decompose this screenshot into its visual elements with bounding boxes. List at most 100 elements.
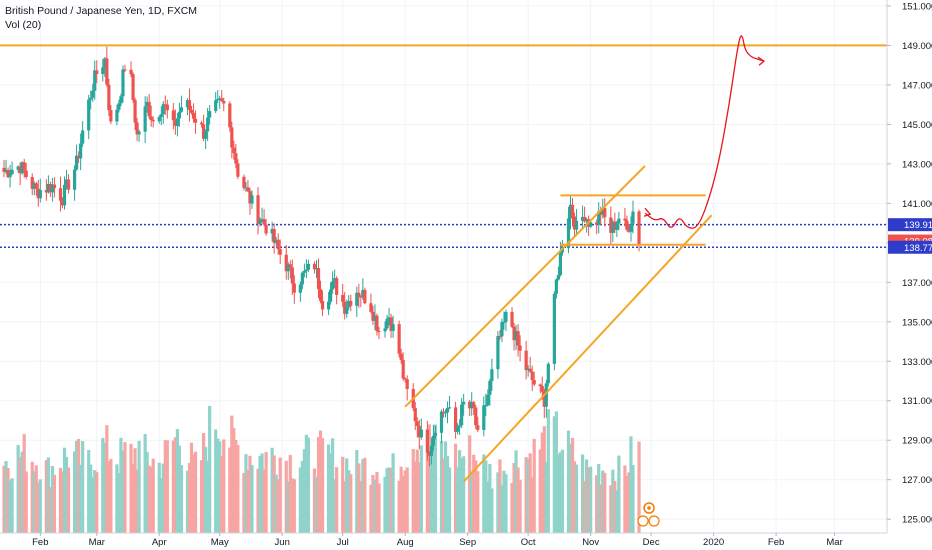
candle-body	[617, 218, 621, 224]
volume-bar	[62, 447, 67, 533]
time-tick-label: Mar	[89, 537, 105, 548]
volume-bar	[318, 430, 323, 533]
candle-body	[601, 207, 605, 215]
candle-body	[546, 363, 550, 384]
candle-body	[290, 267, 294, 284]
candle-body	[8, 174, 12, 178]
volume-bar	[306, 437, 311, 533]
time-tick-label: Oct	[521, 537, 536, 548]
candle-body	[10, 169, 14, 175]
volume-bar	[484, 460, 488, 533]
volume-bar	[482, 454, 486, 533]
candle-body	[117, 103, 121, 110]
candle-body	[250, 195, 254, 204]
volume-bar	[472, 454, 476, 533]
volume-bar	[617, 455, 621, 533]
volume-bar	[486, 481, 490, 533]
candle-body	[510, 311, 514, 327]
volume-bar	[18, 457, 22, 533]
candle-body	[417, 425, 421, 438]
time-axis-bg	[0, 533, 932, 550]
volume-bar	[246, 470, 250, 533]
volume-bar	[502, 470, 506, 533]
volume-bar	[60, 471, 65, 533]
volume-bar	[258, 455, 262, 533]
candle-body	[583, 216, 587, 222]
candle-body	[397, 324, 401, 354]
candle-body	[627, 229, 631, 232]
candle-body	[304, 269, 309, 271]
volume-bar	[89, 464, 93, 533]
candle-body	[349, 300, 353, 306]
candle-body	[595, 222, 599, 225]
volume-bar	[244, 454, 248, 533]
candle-body	[89, 97, 93, 100]
candle-body	[151, 120, 155, 122]
candle-body	[107, 84, 111, 111]
price-tags: 139.919139.089138.775	[888, 218, 932, 254]
time-axis[interactable]: Feb Mar Apr May Jun Jul Aug Sep Oct Nov Dec 2020 Feb…	[0, 532, 932, 550]
volume-bar	[149, 466, 153, 533]
horizontal-levels[interactable]	[0, 44, 887, 249]
candle-body	[24, 170, 28, 178]
volume-bar	[427, 424, 431, 533]
candle-body	[341, 294, 345, 302]
candle-body	[391, 324, 395, 332]
price-tick-label: 129.000	[902, 436, 932, 447]
candle-body	[286, 264, 290, 272]
candle-body	[637, 211, 641, 246]
pen-arrow-tail	[757, 56, 766, 66]
volume-bar	[425, 451, 429, 533]
candle-body	[625, 220, 629, 230]
volume-bar	[488, 463, 492, 533]
volume-bar	[490, 488, 494, 533]
volume-bar	[292, 479, 296, 533]
candle-body	[276, 239, 280, 250]
candle-body	[171, 110, 175, 121]
candle-body	[570, 204, 575, 217]
volume-bar	[333, 479, 337, 533]
volume-bar	[4, 461, 8, 533]
candle-body	[300, 272, 304, 285]
candle-body	[95, 70, 99, 75]
time-tick-label: Jun	[275, 537, 290, 548]
pen-drawing[interactable]	[643, 35, 766, 229]
candle-body	[149, 116, 153, 121]
candle-body	[163, 104, 167, 106]
time-tick-label: May	[211, 537, 229, 548]
volume-bar	[595, 475, 599, 533]
volume-bar	[572, 461, 577, 533]
candle-body	[375, 315, 379, 332]
event-marker[interactable]	[637, 502, 660, 527]
price-tag-bg	[888, 240, 932, 254]
candle-body	[46, 183, 50, 193]
candle-body	[611, 221, 615, 233]
volume-bar	[470, 471, 474, 533]
candle-body	[260, 219, 264, 221]
price-tag-bg	[888, 218, 932, 232]
volume-bar	[554, 411, 558, 533]
candle-body	[403, 378, 407, 380]
candle-body	[72, 169, 77, 190]
volume-bar	[397, 480, 401, 533]
candle-body	[248, 191, 252, 204]
volume-bar	[540, 432, 544, 533]
candle-body	[20, 162, 24, 174]
volume-bar	[101, 437, 105, 533]
candle-body	[419, 429, 423, 438]
price-axis[interactable]: 151.000 149.000 147.000 145.000 143.000 141.0…	[886, 0, 932, 550]
candle-body	[460, 404, 464, 426]
volume-bar	[413, 461, 417, 533]
candle-body	[574, 220, 579, 230]
trend-drawings[interactable]	[404, 165, 713, 483]
volume-bar	[66, 467, 71, 533]
candle-body	[93, 70, 97, 91]
volume-bar	[443, 441, 448, 533]
candle-body	[472, 402, 476, 408]
volume-bar	[193, 451, 198, 533]
candle-body	[326, 301, 331, 310]
candle-body	[131, 74, 135, 100]
volume-bar	[361, 459, 365, 533]
volume-bar	[389, 468, 393, 533]
